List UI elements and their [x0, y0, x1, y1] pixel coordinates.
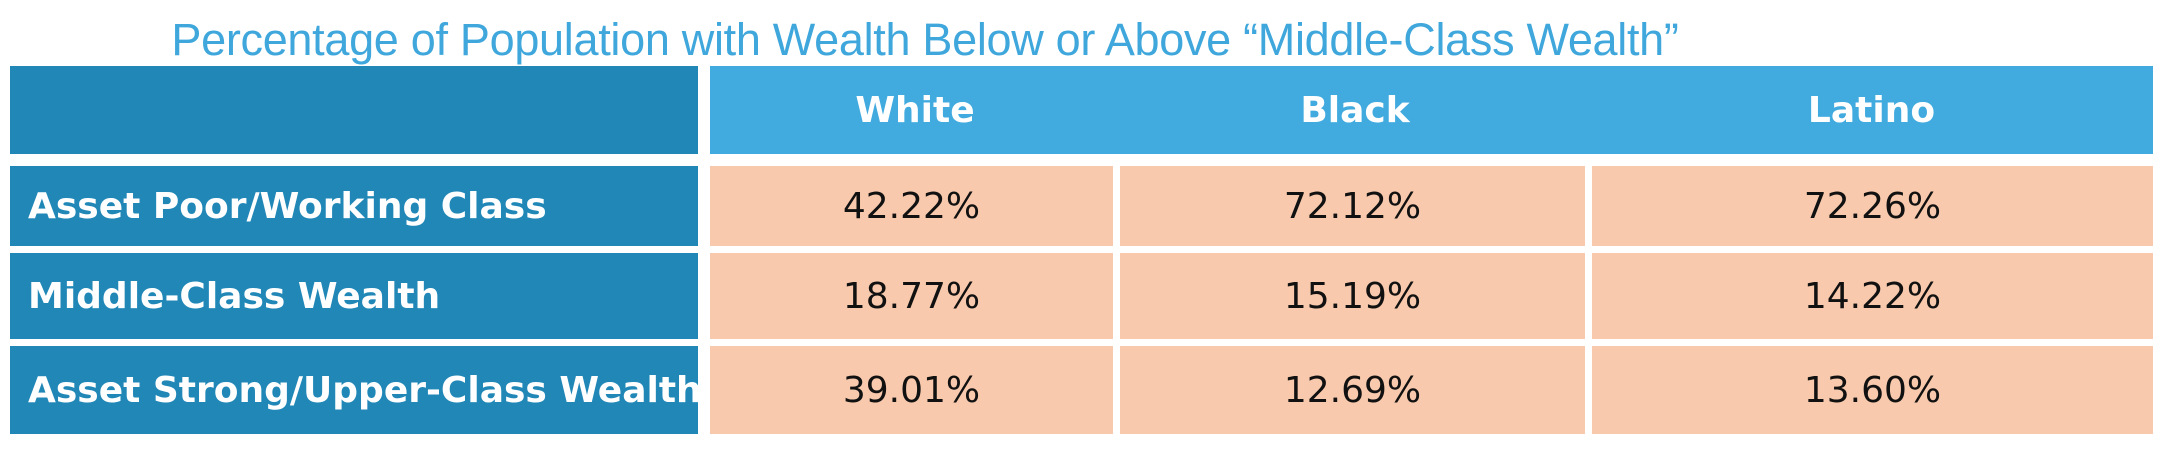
table-corner	[10, 66, 698, 154]
value-cell-asset-strong-white: 39.01%	[710, 346, 1113, 434]
row-label-asset-poor: Asset Poor/Working Class	[10, 166, 698, 246]
column-header-black: Black	[1300, 89, 1410, 131]
value-cell-middle-class-black: 15.19%	[1120, 253, 1585, 339]
header-row	[710, 66, 2153, 154]
value-cell-asset-strong-black: 12.69%	[1120, 346, 1585, 434]
column-header-latino: Latino	[1807, 89, 1936, 131]
value-cell-middle-class-white: 18.77%	[710, 253, 1113, 339]
value-cell-asset-poor-latino: 72.26%	[1592, 166, 2153, 246]
chart-title: Percentage of Population with Wealth Bel…	[171, 14, 1679, 65]
value-cell-asset-poor-black: 72.12%	[1120, 166, 1585, 246]
value-cell-asset-poor-white: 42.22%	[710, 166, 1113, 246]
row-label-asset-strong: Asset Strong/Upper-Class Wealth	[10, 346, 702, 434]
value-cell-middle-class-latino: 14.22%	[1592, 253, 2153, 339]
row-label-middle-class: Middle-Class Wealth	[10, 253, 698, 339]
wealth-table: White Black Latino Asset Poor/Working Cl…	[10, 66, 2153, 436]
column-header-white: White	[855, 89, 975, 131]
value-cell-asset-strong-latino: 13.60%	[1592, 346, 2153, 434]
